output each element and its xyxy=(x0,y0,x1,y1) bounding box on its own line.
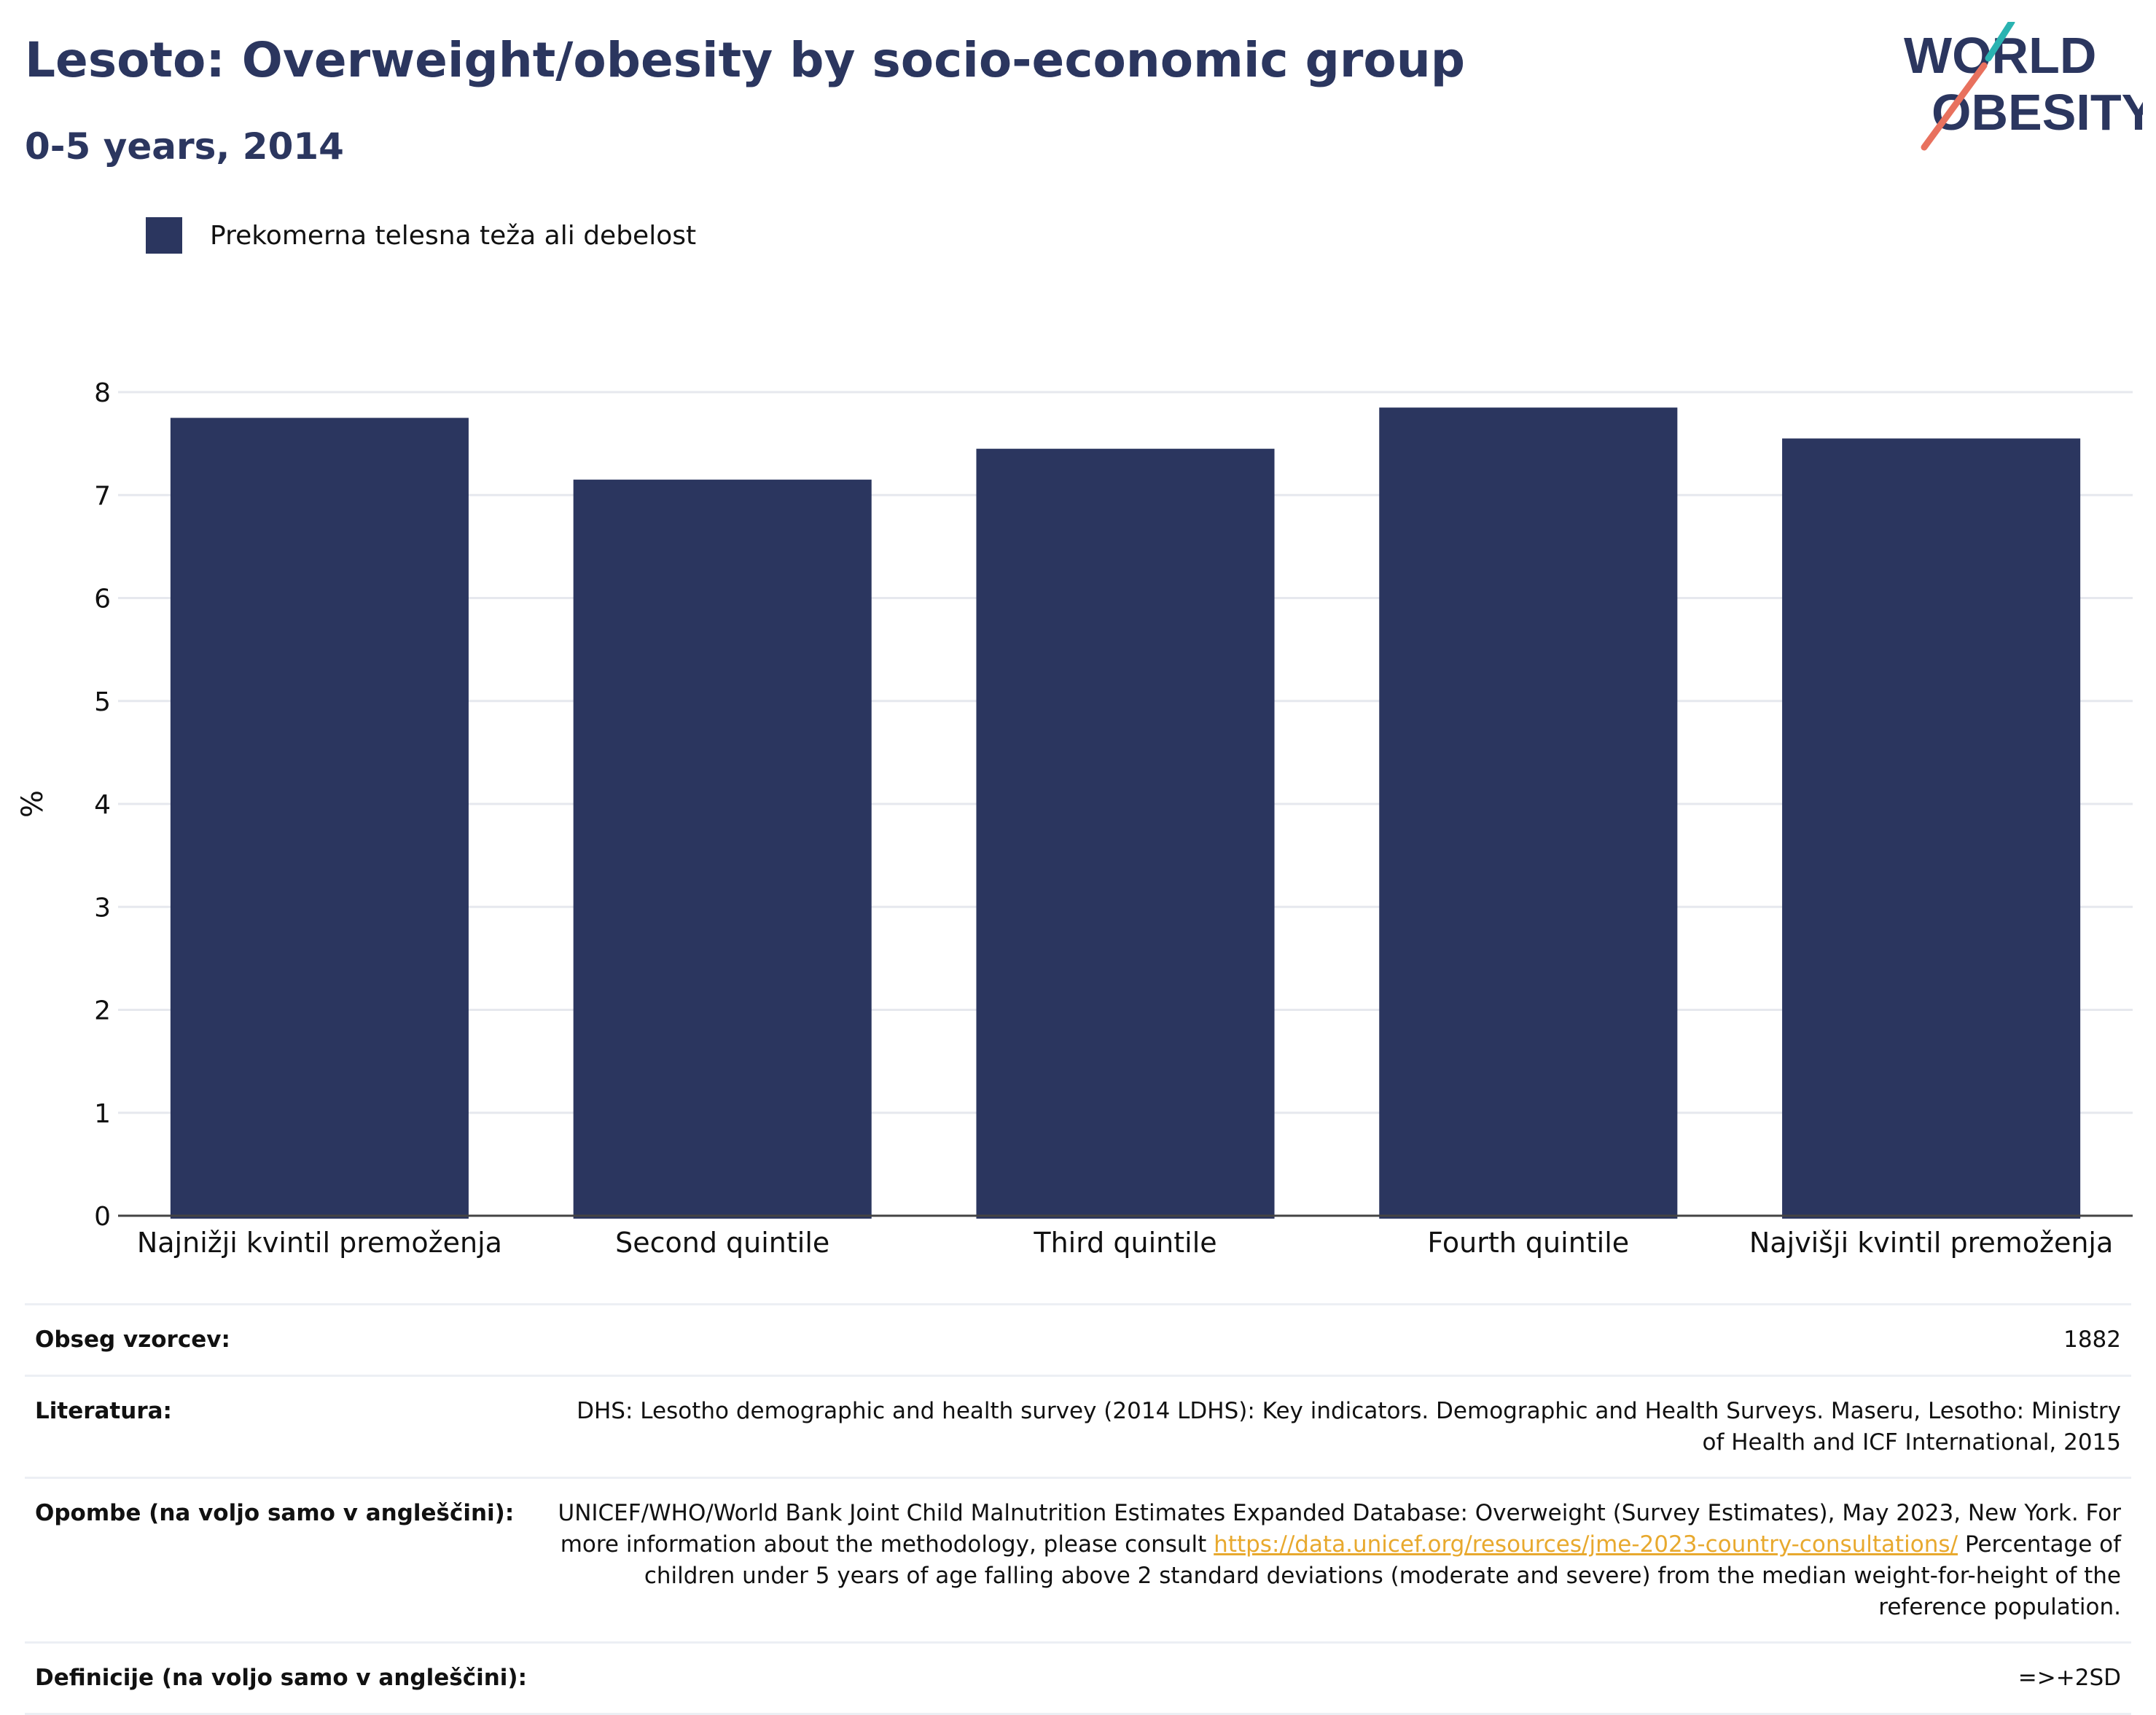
sample-size-value: 1882 xyxy=(2063,1327,2121,1353)
x-tick-label: Najnižji kvintil premoženja xyxy=(137,1227,502,1259)
y-tick-label: 8 xyxy=(94,378,111,408)
x-tick-label: Fourth quintile xyxy=(1427,1227,1629,1259)
info-row-notes: Opombe (na voljo samo v angleščini): UNI… xyxy=(25,1477,2131,1643)
y-tick-labels: 0 1 2 3 4 5 6 7 8 xyxy=(94,378,111,1232)
bar[interactable] xyxy=(1782,438,2081,1219)
y-tick-label: 3 xyxy=(94,893,111,923)
sample-size-label: Obseg vzorcev: xyxy=(35,1327,230,1353)
legend[interactable]: Prekomerna telesna teža ali debelost xyxy=(146,217,696,254)
definitions-label: Definicije (na voljo samo v angleščini): xyxy=(35,1665,527,1692)
bar[interactable] xyxy=(976,448,1275,1219)
y-axis-label: % xyxy=(16,790,50,818)
y-tick-label: 4 xyxy=(94,790,111,820)
y-tick-label: 0 xyxy=(94,1202,111,1232)
bar[interactable] xyxy=(573,480,872,1219)
notes-label: Opombe (na voljo samo v angleščini): xyxy=(35,1500,515,1527)
legend-swatch xyxy=(146,217,182,254)
x-tick-label: Najvišji kvintil premoženja xyxy=(1749,1227,2113,1259)
bars xyxy=(170,407,2081,1219)
x-tick-label: Third quintile xyxy=(1033,1227,1216,1259)
chart-title: Lesoto: Overweight/obesity by socio-econ… xyxy=(25,32,1465,88)
bar-chart: 0 1 2 3 4 5 6 7 8 Najnižji kvintil premoženja Sec… xyxy=(16,378,2133,1259)
y-tick-label: 5 xyxy=(94,687,111,717)
info-row-literature: Literatura: DHS: Lesotho demographic and… xyxy=(25,1375,2131,1478)
x-tick-labels: Najnižji kvintil premoženja Second quinti… xyxy=(137,1227,2113,1259)
x-tick-label: Second quintile xyxy=(615,1227,829,1259)
logo-slash-coral xyxy=(1921,62,1988,151)
bar[interactable] xyxy=(170,418,469,1219)
logo-slash-teal xyxy=(1985,22,2015,62)
chart-subtitle: 0-5 years, 2014 xyxy=(25,125,344,168)
y-tick-label: 7 xyxy=(94,481,111,511)
info-row-definitions: Definicije (na voljo samo v angleščini):… xyxy=(25,1642,2131,1714)
y-tick-label: 1 xyxy=(94,1099,111,1129)
literature-label: Literatura: xyxy=(35,1397,172,1424)
info-table: Obseg vzorcev: 1882 Literatura: DHS: Les… xyxy=(25,1303,2131,1715)
bar[interactable] xyxy=(1379,407,1678,1219)
info-row-sample-size: Obseg vzorcev: 1882 xyxy=(25,1304,2131,1376)
literature-value: DHS: Lesotho demographic and health surv… xyxy=(577,1397,2121,1456)
notes-link[interactable]: https://data.unicef.org/resources/jme-20… xyxy=(1214,1531,1958,1558)
legend-label: Prekomerna telesna teža ali debelost xyxy=(210,220,697,251)
notes-text-before: UNICEF/WHO/World Bank Joint Child Malnut… xyxy=(558,1500,2122,1558)
y-tick-label: 6 xyxy=(94,585,111,614)
world-obesity-logo: WORLD OBESITY xyxy=(1904,22,2143,151)
y-tick-label: 2 xyxy=(94,996,111,1026)
notes-text-after: Percentage of children under 5 years of … xyxy=(644,1531,2121,1620)
definitions-value: =>+2SD xyxy=(2018,1665,2121,1692)
notes-value: UNICEF/WHO/World Bank Joint Child Malnut… xyxy=(541,1478,2131,1643)
